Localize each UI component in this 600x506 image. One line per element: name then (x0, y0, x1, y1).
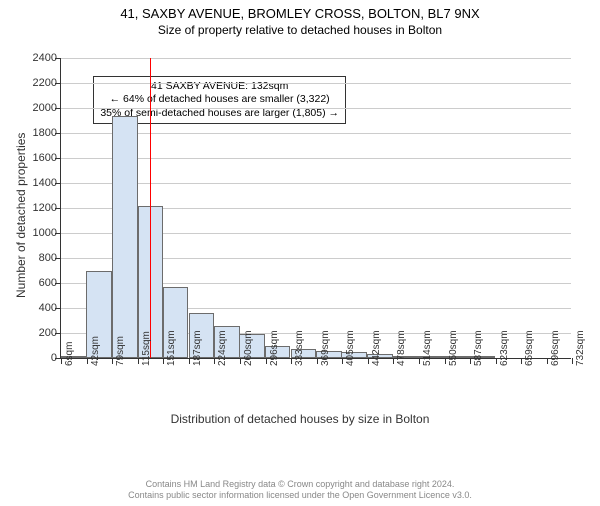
histogram-chart: 41 SAXBY AVENUE: 132sqm ← 64% of detache… (0, 48, 600, 428)
x-tick-label: 333sqm (294, 330, 305, 366)
y-tick-label: 2000 (17, 102, 57, 114)
x-tick (496, 358, 497, 364)
gridline (61, 83, 571, 84)
page-title: 41, SAXBY AVENUE, BROMLEY CROSS, BOLTON,… (0, 6, 600, 21)
x-tick (112, 358, 113, 364)
x-tick (342, 358, 343, 364)
x-tick-label: 224sqm (217, 330, 228, 366)
x-tick (547, 358, 548, 364)
x-tick (87, 358, 88, 364)
gridline (61, 108, 571, 109)
x-tick-label: 623sqm (499, 330, 510, 366)
x-tick-label: 369sqm (320, 330, 331, 366)
x-tick (189, 358, 190, 364)
x-tick (572, 358, 573, 364)
x-tick (138, 358, 139, 364)
x-tick-label: 550sqm (448, 330, 459, 366)
x-tick-label: 151sqm (166, 330, 177, 366)
x-tick (266, 358, 267, 364)
marker-line (150, 58, 151, 358)
y-axis-label: Number of detached properties (14, 133, 28, 298)
y-tick-label: 2400 (17, 52, 57, 64)
x-tick-label: 478sqm (396, 330, 407, 366)
x-tick-label: 296sqm (269, 330, 280, 366)
x-tick (445, 358, 446, 364)
x-tick-label: 659sqm (524, 330, 535, 366)
x-tick-label: 42sqm (90, 336, 101, 366)
page-subtitle: Size of property relative to detached ho… (0, 23, 600, 37)
x-tick-label: 79sqm (115, 336, 126, 366)
x-tick (470, 358, 471, 364)
y-tick-label: 400 (17, 302, 57, 314)
x-tick-label: 187sqm (192, 330, 203, 366)
x-tick-label: 587sqm (473, 330, 484, 366)
x-tick (163, 358, 164, 364)
x-tick-label: 405sqm (345, 330, 356, 366)
y-tick-label: 200 (17, 327, 57, 339)
x-tick-label: 260sqm (243, 330, 254, 366)
x-tick (61, 358, 62, 364)
x-axis-label: Distribution of detached houses by size … (0, 412, 600, 426)
x-tick (368, 358, 369, 364)
x-tick (419, 358, 420, 364)
footer-line-1: Contains HM Land Registry data © Crown c… (0, 479, 600, 491)
x-tick-label: 6sqm (64, 342, 75, 366)
x-tick (240, 358, 241, 364)
x-tick-label: 732sqm (575, 330, 586, 366)
footer: Contains HM Land Registry data © Crown c… (0, 479, 600, 502)
histogram-bar (112, 116, 138, 359)
x-tick-label: 514sqm (422, 330, 433, 366)
y-tick-label: 0 (17, 352, 57, 364)
x-tick (393, 358, 394, 364)
gridline (61, 58, 571, 59)
x-tick (317, 358, 318, 364)
y-tick-label: 2200 (17, 77, 57, 89)
x-tick-label: 442sqm (371, 330, 382, 366)
x-tick (214, 358, 215, 364)
x-tick (291, 358, 292, 364)
plot-area: 41 SAXBY AVENUE: 132sqm ← 64% of detache… (60, 58, 571, 359)
footer-line-2: Contains public sector information licen… (0, 490, 600, 502)
x-tick-label: 115sqm (141, 331, 152, 366)
x-tick-label: 696sqm (550, 330, 561, 366)
annotation-line-1: 41 SAXBY AVENUE: 132sqm (100, 80, 339, 94)
annotation-line-2: ← 64% of detached houses are smaller (3,… (100, 93, 339, 107)
x-tick (521, 358, 522, 364)
